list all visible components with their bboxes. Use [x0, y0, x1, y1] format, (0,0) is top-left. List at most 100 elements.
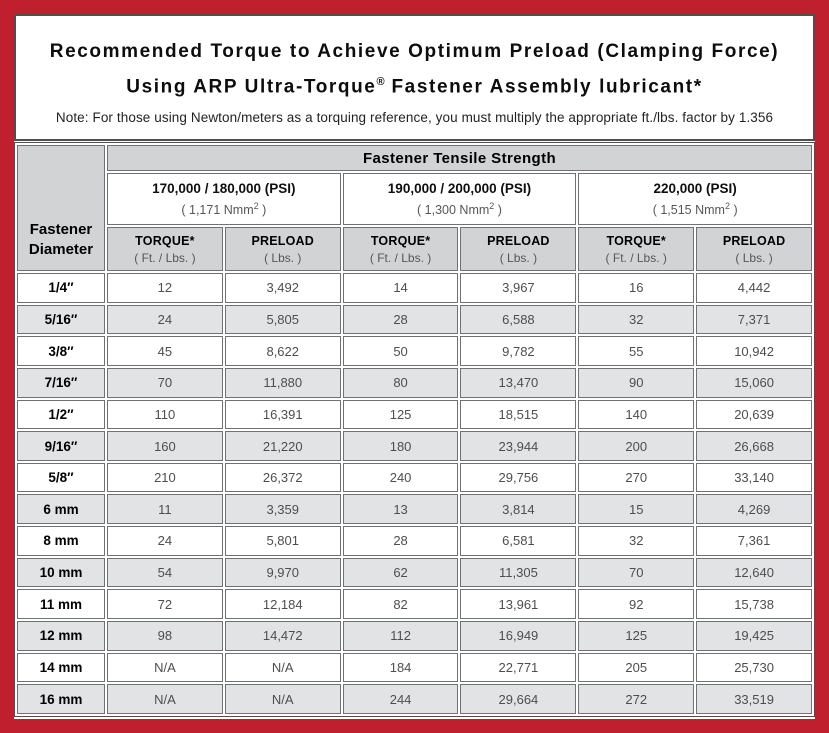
- preload-value-cell: 21,220: [224, 431, 341, 461]
- preload-value-cell: 3,814: [460, 494, 577, 525]
- strength-group-header-1: 170,000 / 180,000 (PSI) ( 1,171 Nmm2 ): [107, 173, 341, 225]
- nmm-rating-1: ( 1,171 Nmm2 ): [181, 200, 267, 218]
- torque-column-header-1: TORQUE* ( Ft. / Lbs. ): [107, 227, 223, 271]
- torque-value-cell: 15: [578, 494, 695, 525]
- preload-value-cell: 3,492: [224, 273, 341, 303]
- table-row: 9/16″ 160 21,220 180 23,944 200 26,668: [17, 431, 812, 461]
- psi-rating-2: 190,000 / 200,000 (PSI): [387, 180, 532, 196]
- table-row: 1/4″ 12 3,492 14 3,967 16 4,442: [17, 273, 812, 303]
- preload-value-cell: 14,472: [224, 621, 341, 651]
- torque-value-cell: 112: [342, 621, 459, 651]
- torque-value-cell: 244: [342, 684, 459, 714]
- preload-value-cell: N/A: [224, 684, 341, 714]
- table-row: 5/8″ 210 26,372 240 29,756 270 33,140: [17, 462, 812, 493]
- preload-value-cell: 9,970: [224, 557, 341, 588]
- preload-column-header-2: PRELOAD ( Lbs. ): [460, 227, 577, 271]
- preload-value-cell: 33,140: [696, 462, 812, 493]
- torque-value-cell: 82: [342, 589, 459, 620]
- preload-value-cell: 3,967: [460, 273, 577, 303]
- preload-value-cell: 11,305: [460, 557, 577, 588]
- torque-value-cell: N/A: [107, 684, 223, 714]
- preload-value-cell: 9,782: [460, 336, 577, 366]
- torque-value-cell: 28: [342, 526, 459, 556]
- torque-value-cell: 92: [578, 589, 695, 620]
- torque-value-cell: 62: [342, 557, 459, 588]
- torque-value-cell: 125: [578, 621, 695, 651]
- page-title-line1: Recommended Torque to Achieve Optimum Pr…: [49, 41, 780, 62]
- fastener-diameter-cell: 1/2″: [17, 399, 105, 430]
- preload-value-cell: 10,942: [696, 336, 812, 366]
- preload-value-cell: 29,756: [460, 462, 577, 493]
- fastener-diameter-cell: 11 mm: [17, 589, 105, 620]
- preload-value-cell: 22,771: [460, 652, 577, 683]
- table-row: 7/16″ 70 11,880 80 13,470 90 15,060: [17, 367, 812, 398]
- torque-column-header-3: TORQUE* ( Ft. / Lbs. ): [578, 227, 695, 271]
- torque-value-cell: 55: [578, 336, 695, 366]
- preload-value-cell: 7,371: [696, 304, 812, 335]
- fastener-diameter-cell: 6 mm: [17, 494, 105, 525]
- preload-value-cell: 7,361: [696, 526, 812, 556]
- preload-value-cell: 3,359: [224, 494, 341, 525]
- preload-value-cell: 11,880: [224, 367, 341, 398]
- fastener-diameter-cell: 1/4″: [17, 273, 105, 303]
- strength-group-header-2: 190,000 / 200,000 (PSI) ( 1,300 Nmm2 ): [342, 173, 577, 225]
- torque-value-cell: 24: [107, 526, 223, 556]
- nmm-rating-2: ( 1,300 Nmm2 ): [417, 200, 502, 218]
- torque-column-header-2: TORQUE* ( Ft. / Lbs. ): [342, 227, 459, 271]
- torque-value-cell: 70: [107, 367, 223, 398]
- preload-value-cell: 13,961: [460, 589, 577, 620]
- torque-value-cell: 160: [107, 431, 223, 461]
- fastener-diameter-cell: 14 mm: [17, 652, 105, 683]
- fastener-diameter-cell: 7/16″: [17, 367, 105, 398]
- preload-value-cell: 23,944: [460, 431, 577, 461]
- preload-value-cell: 29,664: [460, 684, 577, 714]
- preload-value-cell: 26,668: [696, 431, 812, 461]
- fastener-diameter-header: Fastener Diameter: [17, 145, 105, 271]
- table-row: 16 mm N/A N/A 244 29,664 272 33,519: [17, 684, 812, 714]
- torque-value-cell: 16: [578, 273, 695, 303]
- tensile-strength-header: Fastener Tensile Strength: [107, 145, 812, 171]
- preload-column-header-3: PRELOAD ( Lbs. ): [696, 227, 812, 271]
- psi-rating-1: 170,000 / 180,000 (PSI): [152, 180, 296, 196]
- table-row: 6 mm 11 3,359 13 3,814 15 4,269: [17, 494, 812, 525]
- preload-value-cell: 16,949: [460, 621, 577, 651]
- torque-value-cell: 14: [342, 273, 459, 303]
- torque-value-cell: 270: [578, 462, 695, 493]
- torque-value-cell: 90: [578, 367, 695, 398]
- torque-preload-table: Fastener Diameter Fastener Tensile Stren…: [14, 142, 815, 717]
- torque-value-cell: 13: [342, 494, 459, 525]
- preload-value-cell: 5,801: [224, 526, 341, 556]
- fastener-diameter-header-line1: Fastener: [29, 221, 93, 238]
- torque-value-cell: 205: [578, 652, 695, 683]
- torque-value-cell: 12: [107, 273, 223, 303]
- table-row: 12 mm 98 14,472 112 16,949 125 19,425: [17, 621, 812, 651]
- torque-value-cell: 28: [342, 304, 459, 335]
- preload-value-cell: 20,639: [696, 399, 812, 430]
- torque-value-cell: 32: [578, 304, 695, 335]
- fastener-diameter-cell: 9/16″: [17, 431, 105, 461]
- preload-value-cell: 18,515: [460, 399, 577, 430]
- torque-value-cell: 98: [107, 621, 223, 651]
- table-row: 3/8″ 45 8,622 50 9,782 55 10,942: [17, 336, 812, 366]
- title-line2-text-end: Fastener Assembly lubricant*: [384, 76, 703, 98]
- torque-value-cell: 80: [342, 367, 459, 398]
- fastener-diameter-cell: 10 mm: [17, 557, 105, 588]
- table-row: 11 mm 72 12,184 82 13,961 92 15,738: [17, 589, 812, 620]
- preload-value-cell: 19,425: [696, 621, 812, 651]
- table-row: 14 mm N/A N/A 184 22,771 205 25,730: [17, 652, 812, 683]
- torque-value-cell: N/A: [107, 652, 223, 683]
- fastener-diameter-cell: 12 mm: [17, 621, 105, 651]
- preload-value-cell: 15,738: [696, 589, 812, 620]
- title-section: Recommended Torque to Achieve Optimum Pr…: [14, 14, 815, 141]
- table-row: 5/16″ 24 5,805 28 6,588 32 7,371: [17, 304, 812, 335]
- preload-value-cell: 4,442: [696, 273, 812, 303]
- torque-value-cell: 240: [342, 462, 459, 493]
- table-row: 8 mm 24 5,801 28 6,581 32 7,361: [17, 526, 812, 556]
- fastener-diameter-header-line2: Diameter: [28, 241, 94, 258]
- strength-group-header-3: 220,000 (PSI) ( 1,515 Nmm2 ): [578, 173, 812, 225]
- preload-value-cell: 26,372: [224, 462, 341, 493]
- document-content: Recommended Torque to Achieve Optimum Pr…: [14, 14, 815, 719]
- torque-value-cell: 50: [342, 336, 459, 366]
- preload-value-cell: 33,519: [696, 684, 812, 714]
